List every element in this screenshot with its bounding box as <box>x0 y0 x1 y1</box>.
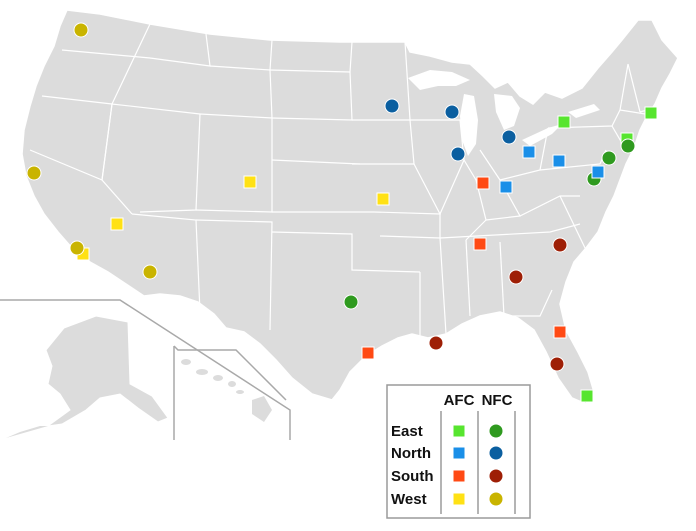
team-marker-afc-east-4 <box>580 389 594 403</box>
legend-label-east: East <box>391 423 423 440</box>
team-marker-afc-north-1 <box>522 145 536 159</box>
lake-ontario <box>568 104 600 118</box>
team-marker-nfc-east-1 <box>601 150 617 166</box>
legend: AFC NFC East North South West <box>386 384 531 519</box>
alaska-peninsula <box>6 426 48 438</box>
lake-superior <box>408 70 470 90</box>
team-marker-afc-west-2 <box>376 192 390 206</box>
team-marker-nfc-west-1 <box>73 22 89 38</box>
team-marker-afc-south-4 <box>553 325 567 339</box>
lake-michigan <box>460 94 478 156</box>
team-marker-afc-south-1 <box>476 176 490 190</box>
team-marker-afc-north-3 <box>591 165 605 179</box>
team-marker-nfc-north-3 <box>450 146 466 162</box>
team-marker-nfc-east-4 <box>343 294 359 310</box>
legend-nfc-header: NFC <box>482 392 513 409</box>
team-marker-nfc-north-4 <box>501 129 517 145</box>
hawaii-islands <box>181 359 272 422</box>
legend-label-west: West <box>391 491 427 508</box>
legend-nfc-east-circle <box>488 423 504 439</box>
legend-afc-header: AFC <box>444 392 475 409</box>
legend-afc-west-square <box>452 492 466 506</box>
team-marker-nfc-north-1 <box>444 104 460 120</box>
team-marker-nfc-south-3 <box>428 335 444 351</box>
legend-nfc-south-circle <box>488 468 504 484</box>
team-marker-afc-south-3 <box>361 346 375 360</box>
state-borders <box>29 23 669 340</box>
team-marker-nfc-west-2 <box>26 165 42 181</box>
legend-label-north: North <box>391 445 431 462</box>
team-marker-nfc-east-2 <box>620 138 636 154</box>
legend-nfc-north-circle <box>488 445 504 461</box>
team-marker-nfc-west-3 <box>69 240 85 256</box>
alaska-landmass <box>45 315 169 427</box>
legend-afc-east-square <box>452 424 466 438</box>
lake-huron <box>494 94 520 130</box>
inset-divider-lines <box>0 299 291 440</box>
team-marker-nfc-west-4 <box>142 264 158 280</box>
team-marker-afc-east-1 <box>644 106 658 120</box>
team-marker-afc-north-2 <box>552 154 566 168</box>
lake-erie <box>522 124 562 146</box>
team-marker-afc-east-2 <box>557 115 571 129</box>
team-marker-afc-west-1 <box>243 175 257 189</box>
team-marker-nfc-north-2 <box>384 98 400 114</box>
team-marker-nfc-south-4 <box>549 356 565 372</box>
legend-nfc-west-circle <box>488 491 504 507</box>
legend-afc-south-square <box>452 469 466 483</box>
legend-label-south: South <box>391 468 434 485</box>
team-marker-afc-north-4 <box>499 180 513 194</box>
team-marker-nfc-south-1 <box>552 237 568 253</box>
legend-afc-north-square <box>452 446 466 460</box>
team-marker-afc-south-2 <box>473 237 487 251</box>
team-marker-afc-west-3 <box>110 217 124 231</box>
team-markers <box>26 22 658 403</box>
team-marker-nfc-south-2 <box>508 269 524 285</box>
